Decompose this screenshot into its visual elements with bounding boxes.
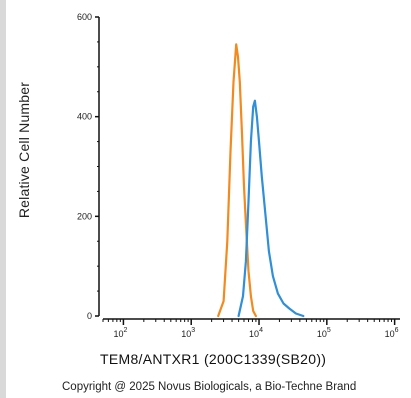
series-group <box>217 43 305 318</box>
x-tick-label-exponent: 3 <box>191 327 195 334</box>
left-border <box>0 0 6 398</box>
x-tick-label: 102 <box>113 327 127 339</box>
x-tick-label-exponent: 5 <box>327 327 331 334</box>
x-tick-label-exponent: 2 <box>123 327 127 334</box>
x-tick-label-exponent: 6 <box>395 327 399 334</box>
x-tick-label: 103 <box>181 327 195 339</box>
x-axis-label: TEM8/ANTXR1 (200C1339(SB20)) <box>100 351 327 367</box>
y-tick-label: 600 <box>77 12 92 22</box>
x-tick-label-base: 10 <box>249 329 259 339</box>
x-tick-label: 104 <box>249 327 263 339</box>
series-line-2 <box>237 99 305 318</box>
x-tick-label-exponent: 4 <box>259 327 263 334</box>
y-tick-label: 0 <box>87 311 92 321</box>
x-tick-label: 105 <box>317 327 331 339</box>
x-tick-label-base: 10 <box>385 329 395 339</box>
x-tick-label-base: 10 <box>317 329 327 339</box>
x-tick-label-base: 10 <box>113 329 123 339</box>
y-tick-label: 400 <box>77 112 92 122</box>
x-tick-label: 106 <box>385 327 399 339</box>
y-tick-label: 200 <box>77 211 92 221</box>
x-tick-label-base: 10 <box>181 329 191 339</box>
series-line-1 <box>217 43 257 318</box>
y-axis-label: Relative Cell Number <box>16 81 32 219</box>
copyright-text: Copyright @ 2025 Novus Biologicals, a Bi… <box>62 381 357 393</box>
